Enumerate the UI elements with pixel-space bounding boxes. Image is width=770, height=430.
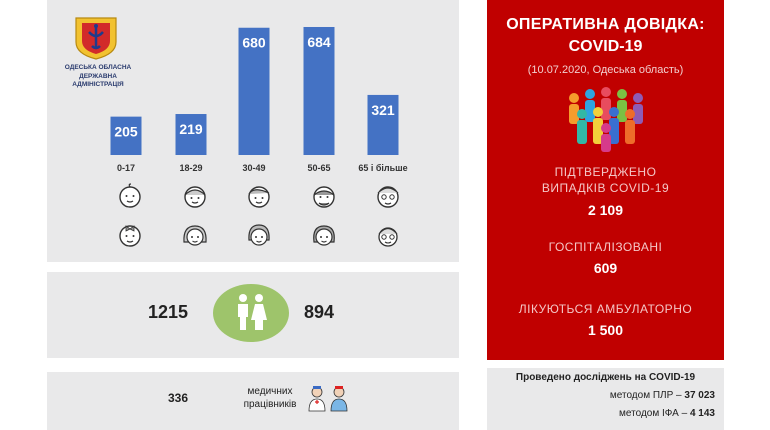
report-date-region: (10.07.2020, Одеська область) (527, 64, 684, 76)
hospitalized-value: 609 (593, 260, 618, 276)
tests-ifa-value: 4 143 (689, 408, 715, 419)
report-panel (487, 0, 724, 360)
man-woman-icon (238, 294, 267, 330)
tests-title: Проведено досліджень на COVID-19 (515, 372, 696, 383)
tests-pcr-row: методом ПЛР – 37 023 (487, 390, 715, 401)
admin-name: ОДЕСЬКА ОБЛАСНА ДЕРЖАВНА АДМІНІСТРАЦІЯ (58, 64, 138, 90)
medics-label-line: працівників (243, 399, 297, 410)
girl-face-icon (183, 225, 207, 246)
confirmed-value: 2 109 (587, 202, 624, 218)
report-title: ОПЕРАТИВНА ДОВІДКА: (506, 16, 705, 33)
tests-panel (487, 368, 724, 430)
report-title-covid: COVID-19 (568, 38, 643, 55)
tests-pcr-label: методом ПЛР – (609, 390, 685, 401)
medics-count: 336 (168, 391, 189, 405)
outpatient-value: 1 500 (587, 322, 624, 338)
admin-name-line: АДМІНІСТРАЦІЯ (72, 81, 124, 88)
middle-age-face-icon (313, 186, 335, 208)
medics-label-line: медичних (247, 386, 293, 397)
hospitalized-label: ГОСПІТАЛІЗОВАНІ (548, 240, 663, 254)
admin-name-line: ДЕРЖАВНА (79, 72, 117, 80)
mature-woman-face-icon (313, 225, 335, 246)
elderly-face-icon (377, 186, 399, 208)
tests-ifa-row: методом ІФА – 4 143 (487, 408, 715, 419)
crowd-icon (569, 87, 643, 152)
youth-face-icon (184, 186, 206, 208)
woman-face-icon (248, 224, 270, 246)
elderly-woman-face-icon (378, 227, 398, 247)
medical-staff-icon (308, 386, 348, 412)
medics-label: медичних працівників (232, 385, 308, 411)
adult-face-icon (248, 186, 270, 208)
confirmed-label-line2: ВИПАДКІВ COVID-19 (541, 181, 670, 195)
coat-of-arms-icon (75, 17, 117, 60)
gender-male-count: 1215 (148, 302, 189, 322)
outpatient-label: ЛІКУЮТЬСЯ АМБУЛАТОРНО (518, 302, 693, 316)
tests-pcr-value: 37 023 (684, 390, 715, 401)
medics-panel (47, 372, 459, 430)
baby-face-icon (119, 183, 141, 208)
gender-female-count: 894 (304, 302, 335, 322)
gender-circle (213, 284, 289, 342)
admin-name-line: ОДЕСЬКА ОБЛАСНА (64, 64, 132, 71)
tests-ifa-label: методом ІФА – (619, 408, 690, 419)
baby-girl-face-icon (119, 225, 141, 247)
confirmed-label: ПІДТВЕРДЖЕНО (554, 165, 657, 179)
